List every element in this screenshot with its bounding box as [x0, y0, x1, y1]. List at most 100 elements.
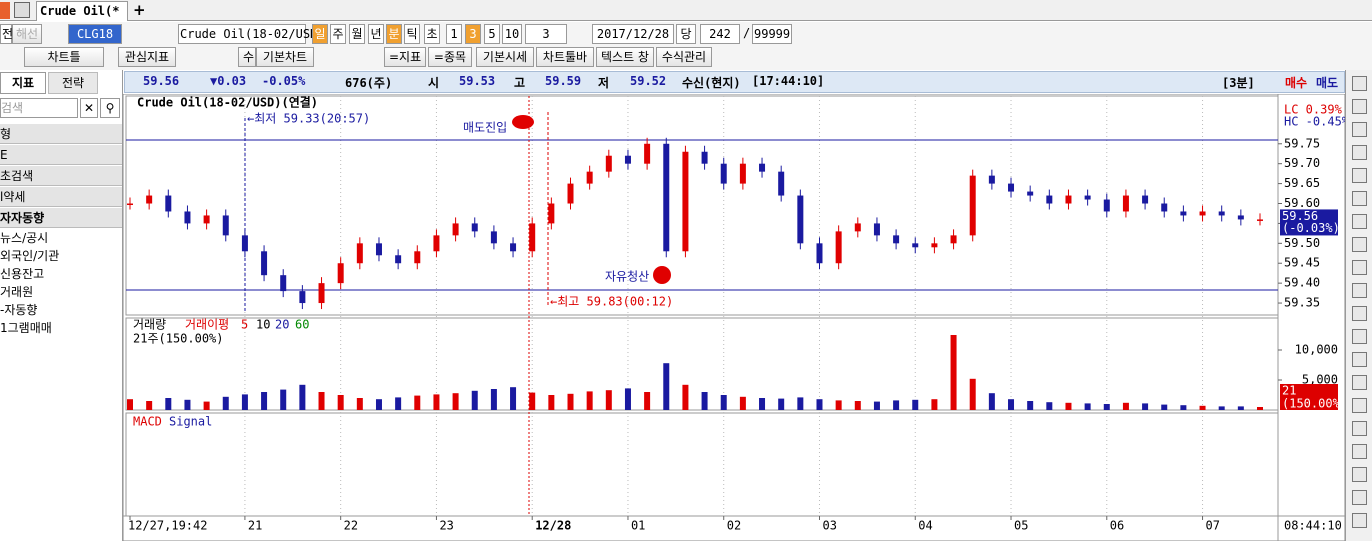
tool-icon[interactable] [1352, 352, 1367, 367]
toolbar-button[interactable]: 텍스트 창 [596, 47, 654, 67]
y-tick-label: 59.70 [1284, 156, 1320, 170]
volume-bar [586, 391, 593, 410]
x-tick-label: 06 [1110, 519, 1124, 533]
tool-icon[interactable] [1352, 260, 1367, 275]
toolbar-button[interactable]: 전 [0, 24, 13, 44]
volume-bar [1257, 407, 1263, 410]
toolbar-button[interactable]: 2017/12/28 [592, 24, 674, 44]
toolbar-button[interactable]: 1 [446, 24, 462, 44]
tool-icon[interactable] [1352, 191, 1367, 206]
tool-icon[interactable] [1352, 99, 1367, 114]
candle [873, 223, 880, 236]
toolbar-button[interactable]: 해선 [12, 24, 42, 44]
toolbar-button[interactable]: 차트틀 [24, 47, 104, 67]
toolbar-button[interactable]: 일 [312, 24, 328, 44]
search-box[interactable]: 검색 [0, 98, 78, 118]
toolbar-button[interactable]: 차트툴바 [536, 47, 594, 67]
menu-item[interactable]: E [0, 145, 122, 165]
info-buy[interactable]: 매수 [1285, 76, 1308, 90]
tool-icon[interactable] [1352, 145, 1367, 160]
toolbar-button[interactable]: 월 [349, 24, 365, 44]
toolbar-button[interactable]: 주 [330, 24, 346, 44]
tool-icon[interactable] [1352, 237, 1367, 252]
toolbar-button[interactable]: 기본시세 [476, 47, 534, 67]
current-price: 59.56 [1282, 209, 1318, 223]
toolbar-button[interactable]: 99999 [752, 24, 792, 44]
search-button[interactable]: ⚲ [100, 98, 120, 118]
candle [1142, 195, 1149, 204]
tool-icon[interactable] [1352, 329, 1367, 344]
toolbar-button[interactable]: 당 [676, 24, 696, 44]
tool-icon[interactable] [1352, 306, 1367, 321]
toolbar-button[interactable]: 초 [424, 24, 440, 44]
toolbar-button[interactable]: / [743, 26, 751, 40]
tool-icon[interactable] [1352, 513, 1367, 528]
x-tick-label: 05 [1014, 519, 1028, 533]
menu-item[interactable]: 초검색 [0, 166, 122, 186]
toolbar-button[interactable]: 틱 [404, 24, 420, 44]
candle [490, 231, 497, 244]
menu-item[interactable]: 뉴스/공시 [0, 231, 49, 245]
menu-item[interactable]: 형 [0, 124, 122, 144]
toolbar-button[interactable]: =지표 [384, 47, 426, 67]
candle [203, 215, 210, 224]
toolbar-button[interactable]: CLG18 [68, 24, 122, 44]
menu-item[interactable]: l약세 [0, 187, 122, 207]
candle [969, 175, 976, 236]
toolbar-button[interactable]: 수 [238, 47, 256, 67]
menu-item[interactable]: -자동향 [0, 303, 38, 317]
toolbar-button[interactable]: 년 [368, 24, 384, 44]
volume-bar [318, 392, 325, 410]
menu-item[interactable]: 신용잔고 [0, 267, 45, 281]
toolbar-button[interactable]: Crude Oil(18-02/USD) [178, 24, 325, 44]
tool-icon[interactable] [1352, 214, 1367, 229]
toolbar-button[interactable]: 5 [484, 24, 500, 44]
y-tick-label: 5,000 [1302, 373, 1338, 387]
tool-icon[interactable] [1352, 467, 1367, 482]
info-bar [124, 71, 1345, 93]
tool-icon[interactable] [1352, 490, 1367, 505]
toolbar-button[interactable]: 3 [465, 24, 481, 44]
volume-current: (150.00%) [1282, 397, 1345, 411]
toolbar-button[interactable]: =종목 [428, 47, 472, 67]
right-toolbar [1345, 70, 1372, 541]
volume-bar [414, 395, 421, 410]
left-tab[interactable]: 지표 [0, 72, 46, 94]
info-sell[interactable]: 매도 [1316, 76, 1339, 90]
menu-item[interactable]: 거래원 [0, 285, 34, 299]
add-tab[interactable]: + [133, 1, 146, 19]
toolbar-button[interactable]: 수식관리 [656, 47, 712, 67]
tool-icon[interactable] [1352, 76, 1367, 91]
candle [375, 243, 382, 256]
tool-icon[interactable] [1352, 283, 1367, 298]
tool-icon[interactable] [1352, 421, 1367, 436]
toolbar-button[interactable]: 3 [525, 24, 567, 44]
volume-bar [893, 400, 900, 410]
toolbar-button[interactable]: 10 [502, 24, 522, 44]
active-tab[interactable]: Crude Oil(* [36, 1, 128, 21]
clear-button[interactable]: ✕ [80, 98, 98, 118]
menu-item[interactable]: 외국인/기관 [0, 249, 60, 263]
tool-icon[interactable] [1352, 444, 1367, 459]
toolbar-button[interactable]: 분 [386, 24, 402, 44]
menu-item[interactable]: 자자동향 [0, 208, 122, 228]
tool-icon[interactable] [1352, 398, 1367, 413]
x-tick-label: 12/28 [535, 519, 571, 533]
left-tab[interactable]: 전략 [48, 72, 98, 94]
volume-bar [1237, 406, 1244, 410]
volume-bar [165, 398, 172, 410]
info-high: 59.59 [545, 74, 582, 88]
menu-item[interactable]: 1그램매매 [0, 321, 52, 335]
candle [586, 171, 593, 184]
legend-entry: 거래량 [133, 318, 166, 332]
tool-icon[interactable] [1352, 375, 1367, 390]
toolbar-button[interactable]: 242 [700, 24, 740, 44]
volume-bar [1180, 405, 1187, 410]
tool-icon[interactable] [1352, 168, 1367, 183]
toolbar-button[interactable]: 관심지표 [118, 47, 176, 67]
info-last: 59.56 [143, 74, 180, 88]
current-box [1280, 209, 1338, 236]
y-tick-label: 59.40 [1284, 276, 1320, 290]
tool-icon[interactable] [1352, 122, 1367, 137]
toolbar-button[interactable]: 기본차트 [256, 47, 314, 67]
